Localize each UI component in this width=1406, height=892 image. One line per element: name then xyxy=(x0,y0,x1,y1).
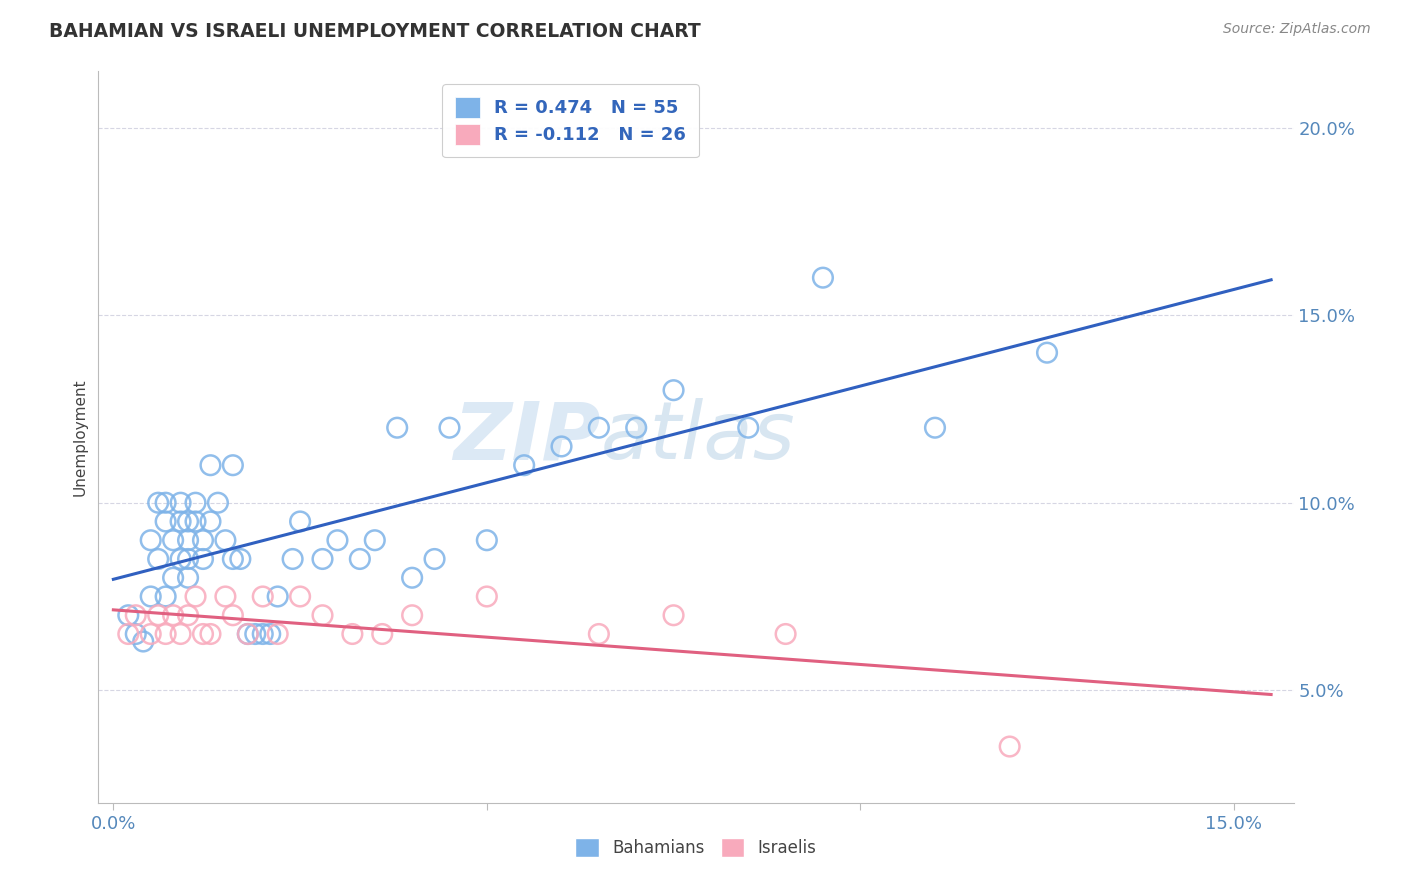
Point xyxy=(281,552,304,566)
Point xyxy=(737,420,759,434)
Point xyxy=(177,571,200,585)
Text: BAHAMIAN VS ISRAELI UNEMPLOYMENT CORRELATION CHART: BAHAMIAN VS ISRAELI UNEMPLOYMENT CORRELA… xyxy=(49,22,702,41)
Point xyxy=(169,552,191,566)
Point xyxy=(371,627,394,641)
Point xyxy=(162,608,184,623)
Point xyxy=(214,590,236,604)
Point xyxy=(775,627,797,641)
Point xyxy=(288,590,311,604)
Point xyxy=(207,496,229,510)
Point xyxy=(139,533,162,548)
Point xyxy=(811,270,834,285)
Point xyxy=(184,496,207,510)
Point xyxy=(139,627,162,641)
Point xyxy=(475,533,498,548)
Point xyxy=(311,552,333,566)
Point xyxy=(148,552,170,566)
Point xyxy=(155,627,177,641)
Point xyxy=(236,627,259,641)
Point xyxy=(177,608,200,623)
Point xyxy=(588,627,610,641)
Point xyxy=(267,590,290,604)
Point xyxy=(588,420,610,434)
Point xyxy=(162,571,184,585)
Point xyxy=(200,627,222,641)
Point xyxy=(125,608,148,623)
Point xyxy=(222,608,245,623)
Point xyxy=(349,552,371,566)
Point xyxy=(550,440,572,454)
Point xyxy=(132,634,155,648)
Point xyxy=(169,627,191,641)
Point xyxy=(191,552,214,566)
Point xyxy=(326,533,349,548)
Point xyxy=(177,533,200,548)
Point xyxy=(155,496,177,510)
Point xyxy=(401,571,423,585)
Legend: Bahamians, Israelis: Bahamians, Israelis xyxy=(568,831,824,864)
Point xyxy=(252,627,274,641)
Point xyxy=(184,515,207,529)
Point xyxy=(117,608,139,623)
Y-axis label: Unemployment: Unemployment xyxy=(72,378,87,496)
Point xyxy=(200,458,222,473)
Point xyxy=(252,590,274,604)
Point xyxy=(148,496,170,510)
Point xyxy=(311,608,333,623)
Point xyxy=(423,552,446,566)
Point xyxy=(214,533,236,548)
Point xyxy=(288,515,311,529)
Point xyxy=(513,458,536,473)
Point xyxy=(155,515,177,529)
Point xyxy=(177,552,200,566)
Point xyxy=(401,608,423,623)
Point xyxy=(139,590,162,604)
Point xyxy=(222,458,245,473)
Text: ZIP: ZIP xyxy=(453,398,600,476)
Point xyxy=(169,496,191,510)
Point xyxy=(342,627,364,641)
Point xyxy=(364,533,387,548)
Text: atlas: atlas xyxy=(600,398,796,476)
Point xyxy=(184,590,207,604)
Point xyxy=(998,739,1021,754)
Point xyxy=(162,533,184,548)
Point xyxy=(475,590,498,604)
Point xyxy=(267,627,290,641)
Point xyxy=(191,533,214,548)
Point xyxy=(229,552,252,566)
Point xyxy=(191,627,214,641)
Point xyxy=(662,608,685,623)
Point xyxy=(148,608,170,623)
Point xyxy=(439,420,461,434)
Point xyxy=(155,590,177,604)
Point xyxy=(259,627,281,641)
Point xyxy=(117,627,139,641)
Point xyxy=(200,515,222,529)
Point xyxy=(924,420,946,434)
Point xyxy=(222,552,245,566)
Point xyxy=(169,515,191,529)
Text: Source: ZipAtlas.com: Source: ZipAtlas.com xyxy=(1223,22,1371,37)
Point xyxy=(1036,345,1059,359)
Point xyxy=(626,420,648,434)
Point xyxy=(125,627,148,641)
Point xyxy=(662,383,685,397)
Point xyxy=(385,420,409,434)
Point xyxy=(177,515,200,529)
Point xyxy=(245,627,267,641)
Point xyxy=(236,627,259,641)
